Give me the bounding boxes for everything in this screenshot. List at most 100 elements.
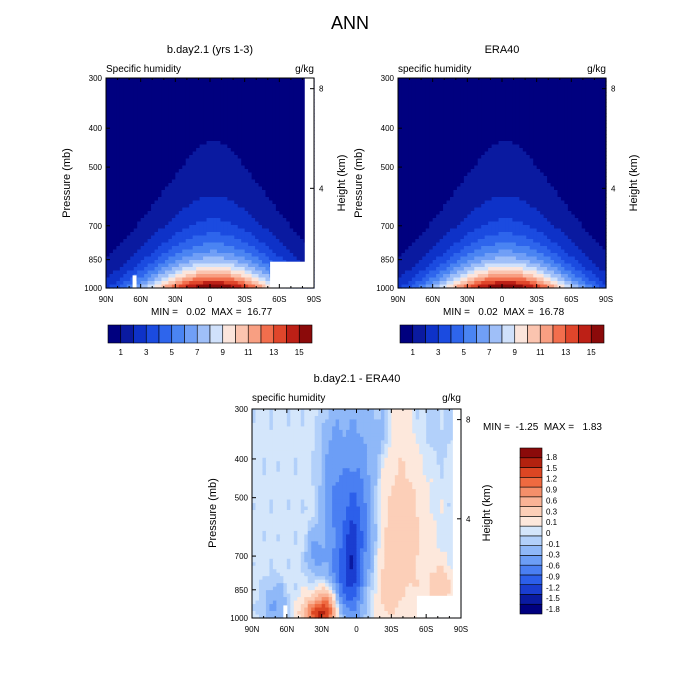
heatmap-cell (213, 151, 218, 156)
heatmap-cell (203, 92, 208, 97)
heatmap-cell (123, 183, 128, 188)
heatmap-cell (543, 130, 548, 135)
heatmap-cell (293, 158, 298, 163)
heatmap-cell (599, 102, 604, 107)
heatmap-cell (557, 85, 562, 90)
heatmap-cell (415, 148, 420, 153)
heatmap-cell (196, 137, 201, 142)
heatmap-cell (453, 102, 458, 107)
heatmap-cell (467, 137, 472, 142)
heatmap-cell (251, 204, 256, 209)
heatmap-cell (192, 207, 197, 212)
heatmap-cell (498, 99, 503, 104)
heatmap-cell (578, 85, 583, 90)
heatmap-cell (286, 214, 291, 219)
heatmap-cell (574, 113, 579, 118)
heatmap-cell (456, 78, 461, 83)
heatmap-cell (300, 242, 305, 247)
heatmap-cell (164, 274, 169, 279)
heatmap-cell (203, 123, 208, 128)
heatmap-cell (519, 92, 524, 97)
heatmap-cell (227, 253, 232, 258)
heatmap-cell (241, 193, 246, 198)
heatmap-cell (255, 277, 260, 282)
heatmap-cell (446, 95, 451, 100)
heatmap-cell (192, 155, 197, 160)
heatmap-cell (265, 263, 270, 268)
heatmap-cell (456, 148, 461, 153)
heatmap-cell (282, 162, 287, 167)
heatmap-cell (130, 81, 135, 86)
heatmap-cell (244, 204, 249, 209)
heatmap-cell (216, 130, 221, 135)
heatmap-cell (203, 281, 208, 286)
heatmap-cell (443, 116, 448, 121)
heatmap-cell (588, 81, 593, 86)
heatmap-cell (289, 158, 294, 163)
heatmap-cell (439, 88, 444, 93)
heatmap-cell (286, 172, 291, 177)
heatmap-cell (248, 193, 253, 198)
heatmap-cell (404, 102, 409, 107)
heatmap-cell (140, 253, 145, 258)
heatmap-cell (268, 169, 273, 174)
heatmap-cell (178, 172, 183, 177)
heatmap-cell (415, 127, 420, 132)
heatmap-cell (244, 221, 249, 226)
heatmap-cell (443, 141, 448, 146)
heatmap-cell (168, 256, 173, 261)
heatmap-cell (123, 155, 128, 160)
heatmap-cell (293, 127, 298, 132)
heatmap-cell (515, 85, 520, 90)
heatmap-cell (279, 228, 284, 233)
heatmap-cell (272, 179, 277, 184)
heatmap-cell (467, 116, 472, 121)
heatmap-cell (495, 81, 500, 86)
heatmap-cell (567, 92, 572, 97)
heatmap-cell (241, 232, 246, 237)
heatmap-cell (474, 144, 479, 149)
heatmap-cell (161, 281, 166, 286)
heatmap-cell (450, 120, 455, 125)
heatmap-cell (248, 197, 253, 202)
heatmap-cell (223, 246, 228, 251)
heatmap-cell (196, 148, 201, 153)
heatmap-cell (251, 78, 256, 83)
heatmap-cell (123, 88, 128, 93)
heatmap-cell (230, 221, 235, 226)
heatmap-cell (112, 92, 117, 97)
heatmap-cell (144, 95, 149, 100)
heatmap-cell (203, 284, 208, 289)
heatmap-cell (293, 183, 298, 188)
heatmap-cell (130, 130, 135, 135)
heatmap-cell (599, 123, 604, 128)
heatmap-cell (119, 200, 124, 205)
heatmap-cell (151, 200, 156, 205)
heatmap-cell (425, 88, 430, 93)
heatmap-cell (140, 246, 145, 251)
heatmap-cell (411, 137, 416, 142)
heatmap-cell (585, 92, 590, 97)
heatmap-cell (175, 137, 180, 142)
heatmap-cell (251, 214, 256, 219)
heatmap-cell (279, 211, 284, 216)
heatmap-cell (272, 148, 277, 153)
heatmap-cell (164, 88, 169, 93)
heatmap-cell (133, 165, 138, 170)
heatmap-cell (164, 92, 169, 97)
heatmap-cell (289, 197, 294, 202)
heatmap-cell (161, 116, 166, 121)
heatmap-cell (300, 158, 305, 163)
heatmap-cell (488, 148, 493, 153)
heatmap-cell (286, 169, 291, 174)
heatmap-cell (265, 249, 270, 254)
heatmap-cell (508, 141, 513, 146)
heatmap-cell (415, 134, 420, 139)
heatmap-cell (189, 228, 194, 233)
heatmap-cell (189, 109, 194, 114)
heatmap-cell (443, 99, 448, 104)
heatmap-cell (147, 256, 152, 261)
heatmap-cell (203, 225, 208, 230)
heatmap-cell (289, 127, 294, 132)
heatmap-cell (144, 242, 149, 247)
